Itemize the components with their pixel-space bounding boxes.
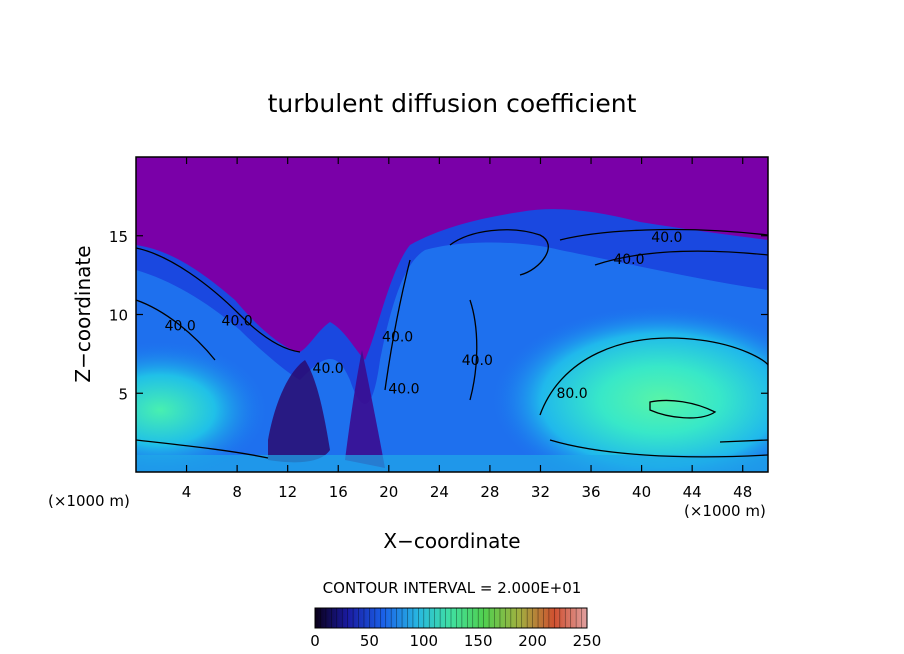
ground-strip bbox=[136, 455, 768, 472]
x-axis-title: X−coordinate bbox=[383, 529, 520, 553]
colorbar-tick-marks: 0 50 100 150 200 250 bbox=[310, 608, 601, 650]
contour-label: 40.0 bbox=[462, 353, 493, 369]
contour-interval-label: CONTOUR INTERVAL = 2.000E+01 bbox=[323, 579, 582, 597]
colorbar-tick-label: 100 bbox=[409, 632, 438, 650]
colorbar-tick-label: 200 bbox=[518, 632, 547, 650]
contour-label: 40.0 bbox=[651, 230, 682, 246]
x-tick-label: 16 bbox=[329, 483, 348, 501]
contour-label: 40.0 bbox=[222, 314, 253, 330]
y-tick-label: 15 bbox=[109, 228, 128, 246]
x-tick-label: 40 bbox=[632, 483, 651, 501]
y-tick-label: 5 bbox=[118, 385, 128, 403]
x-tick-label: 28 bbox=[480, 483, 499, 501]
contour-label: 40.0 bbox=[382, 329, 413, 345]
x-tick-label: 32 bbox=[531, 483, 550, 501]
colorbar-tick-label: 0 bbox=[310, 632, 320, 650]
contour-label: 40.0 bbox=[313, 361, 344, 377]
y-axis-title: Z−coordinate bbox=[71, 245, 95, 382]
contour-label: 40.0 bbox=[165, 318, 196, 334]
right-high-region bbox=[490, 305, 768, 472]
contour-label: 40.0 bbox=[613, 252, 644, 268]
dark-core bbox=[268, 360, 330, 463]
x-tick-label: 36 bbox=[581, 483, 600, 501]
left-high-region bbox=[136, 340, 270, 472]
colorbar-tick-label: 150 bbox=[464, 632, 493, 650]
contour-label: 40.0 bbox=[388, 381, 419, 397]
x-tick-label: 20 bbox=[379, 483, 398, 501]
dark-column bbox=[345, 350, 385, 468]
x-tick-label: 12 bbox=[278, 483, 297, 501]
contour-label: 80.0 bbox=[556, 386, 587, 402]
x-tick-label: 24 bbox=[430, 483, 449, 501]
x-tick-label: 4 bbox=[182, 483, 192, 501]
y-tick-label: 10 bbox=[109, 307, 128, 325]
x-tick-label: 48 bbox=[733, 483, 752, 501]
plot-area: 40.0 40.0 40.0 40.0 40.0 40.0 40.0 40.0 80.0 bbox=[136, 157, 768, 472]
x-tick-label: 44 bbox=[683, 483, 702, 501]
x-tick-label: 8 bbox=[232, 483, 242, 501]
colorbar-tick-label: 250 bbox=[573, 632, 602, 650]
contour-lines bbox=[136, 228, 768, 459]
chart-title: turbulent diffusion coefficient bbox=[268, 89, 637, 118]
x-axis-unit-left: (×1000 m) bbox=[48, 492, 130, 510]
x-axis-unit-right: (×1000 m) bbox=[684, 502, 766, 520]
colorbar-tick-label: 50 bbox=[360, 632, 379, 650]
